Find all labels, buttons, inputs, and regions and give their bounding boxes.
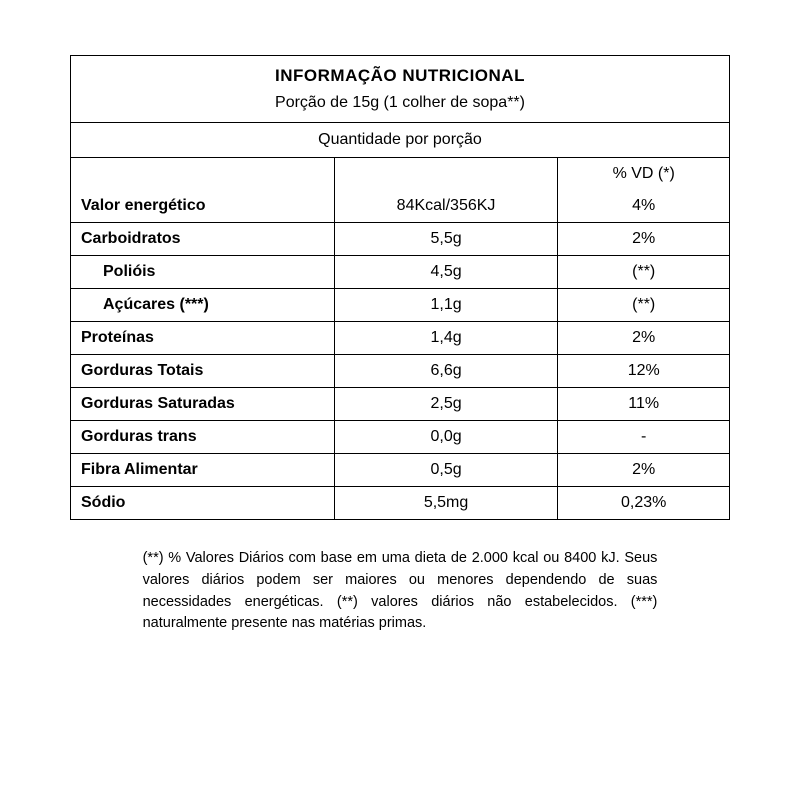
nutrient-dv: - — [558, 421, 729, 454]
nutrient-amount: 0,0g — [334, 421, 558, 454]
qty-per-serving: Quantidade por porção — [71, 123, 729, 158]
table-title: INFORMAÇÃO NUTRICIONAL — [71, 56, 729, 90]
nutrient-amount: 84Kcal/356KJ — [334, 190, 558, 223]
table-row: Gorduras Saturadas2,5g11% — [71, 388, 729, 421]
nutrient-amount: 4,5g — [334, 256, 558, 289]
nutrient-name: Gorduras Saturadas — [71, 388, 334, 421]
nutrient-name: Gorduras trans — [71, 421, 334, 454]
table-row: Sódio5,5mg0,23% — [71, 487, 729, 520]
table-row: Açúcares (***)1,1g(**) — [71, 289, 729, 322]
nutrition-table: INFORMAÇÃO NUTRICIONAL Porção de 15g (1 … — [70, 55, 730, 520]
header-amount-cell — [334, 158, 558, 190]
nutrient-name: Valor energético — [71, 190, 334, 223]
nutrient-amount: 0,5g — [334, 454, 558, 487]
nutrient-dv: 11% — [558, 388, 729, 421]
nutrition-data-table: % VD (*) Valor energético84Kcal/356KJ4%C… — [71, 158, 729, 519]
nutrient-dv: (**) — [558, 256, 729, 289]
nutrient-dv: (**) — [558, 289, 729, 322]
nutrient-amount: 6,6g — [334, 355, 558, 388]
nutrient-name: Carboidratos — [71, 223, 334, 256]
nutrient-name: Açúcares (***) — [71, 289, 334, 322]
nutrient-dv: 2% — [558, 223, 729, 256]
table-row: Valor energético84Kcal/356KJ4% — [71, 190, 729, 223]
nutrient-dv: 2% — [558, 322, 729, 355]
nutrient-amount: 1,1g — [334, 289, 558, 322]
table-row: Carboidratos5,5g2% — [71, 223, 729, 256]
nutrient-dv: 2% — [558, 454, 729, 487]
nutrient-name: Proteínas — [71, 322, 334, 355]
header-dv-cell: % VD (*) — [558, 158, 729, 190]
table-row: Gorduras Totais6,6g12% — [71, 355, 729, 388]
nutrient-name: Gorduras Totais — [71, 355, 334, 388]
table-row: Gorduras trans0,0g- — [71, 421, 729, 454]
nutrient-dv: 12% — [558, 355, 729, 388]
nutrient-dv: 4% — [558, 190, 729, 223]
table-row: Fibra Alimentar0,5g2% — [71, 454, 729, 487]
serving-size: Porção de 15g (1 colher de sopa**) — [71, 90, 729, 123]
nutrient-name: Polióis — [71, 256, 334, 289]
nutrient-amount: 2,5g — [334, 388, 558, 421]
nutrient-dv: 0,23% — [558, 487, 729, 520]
header-row: % VD (*) — [71, 158, 729, 190]
nutrient-amount: 1,4g — [334, 322, 558, 355]
header-name-cell — [71, 158, 334, 190]
table-row: Proteínas1,4g2% — [71, 322, 729, 355]
footnote-text: (**) % Valores Diários com base em uma d… — [143, 548, 658, 635]
nutrient-amount: 5,5mg — [334, 487, 558, 520]
nutrient-name: Fibra Alimentar — [71, 454, 334, 487]
nutrient-name: Sódio — [71, 487, 334, 520]
nutrient-amount: 5,5g — [334, 223, 558, 256]
table-row: Polióis4,5g(**) — [71, 256, 729, 289]
